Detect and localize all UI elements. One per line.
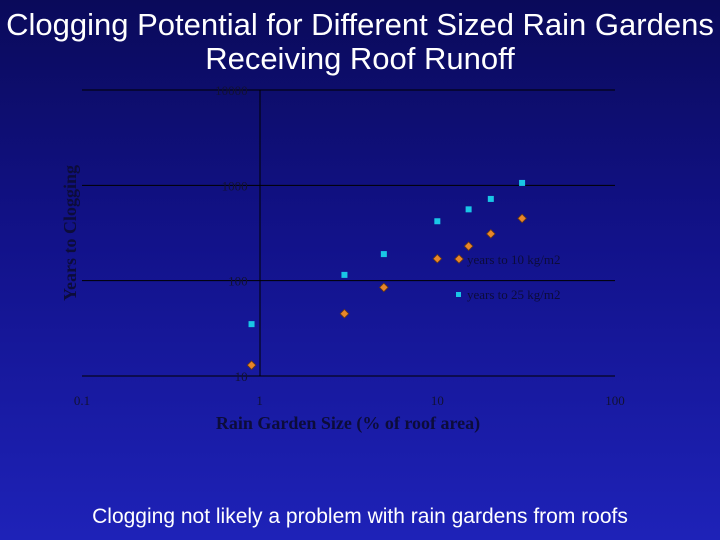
data-point-diamond	[517, 213, 527, 224]
legend-marker-diamond	[454, 254, 464, 264]
data-point-square	[380, 251, 387, 258]
data-points	[246, 179, 527, 370]
data-point-square	[519, 179, 526, 186]
x-tick-label: 0.1	[74, 393, 90, 408]
data-point-diamond	[463, 241, 474, 251]
slide-title: Clogging Potential for Different Sized R…	[6, 7, 714, 76]
legend-label-10kg: years to 10 kg/m2	[467, 252, 561, 267]
data-point-diamond	[379, 282, 389, 293]
slide-caption: Clogging not likely a problem with rain …	[92, 505, 628, 528]
data-point-diamond	[339, 308, 350, 319]
data-point-diamond	[432, 253, 443, 264]
data-point-diamond	[246, 360, 257, 370]
tick-labels: 10 100 1000 10000 0.1 1 10 100	[74, 83, 625, 408]
y-tick-label: 100	[228, 274, 248, 289]
y-tick-label: 10	[235, 369, 248, 384]
x-tick-label: 1	[256, 393, 263, 408]
grid-lines	[82, 89, 615, 282]
data-point-diamond	[486, 229, 496, 239]
data-point-square	[248, 321, 255, 328]
x-tick-label: 10	[431, 393, 444, 408]
legend: years to 10 kg/m2 years to 25 kg/m2	[454, 252, 561, 302]
data-point-square	[434, 218, 441, 225]
legend-entry-10kg: years to 10 kg/m2	[454, 252, 561, 267]
y-tick-label: 10000	[215, 83, 248, 98]
x-axis-label: Rain Garden Size (% of roof area)	[216, 413, 480, 434]
data-point-square	[341, 271, 348, 278]
x-tick-label: 100	[605, 393, 625, 408]
data-point-square	[487, 195, 494, 202]
y-tick-label: 1000	[222, 178, 248, 193]
y-axis-label: Years to Clogging	[60, 165, 80, 301]
legend-entry-25kg: years to 25 kg/m2	[456, 287, 561, 302]
data-point-square	[465, 206, 472, 213]
legend-marker-square	[456, 292, 461, 297]
axes	[82, 90, 615, 377]
legend-label-25kg: years to 25 kg/m2	[467, 287, 561, 302]
